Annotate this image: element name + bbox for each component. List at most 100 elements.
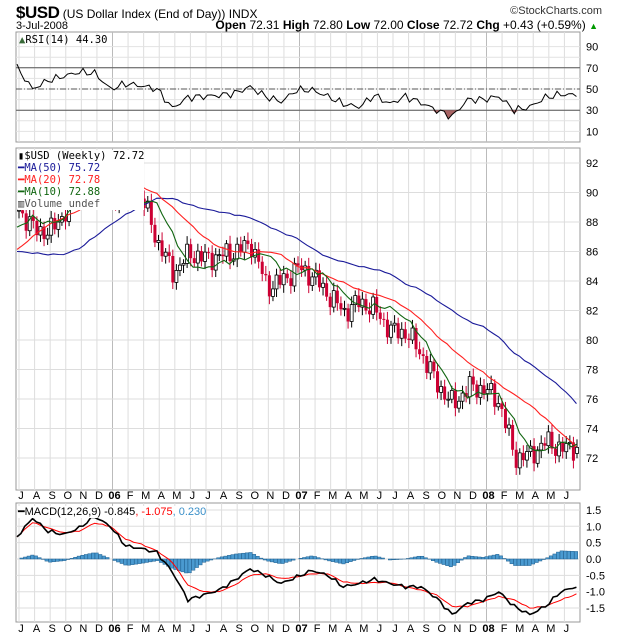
macd-histogram-bar <box>545 557 550 560</box>
macd-histogram-bar <box>184 558 189 574</box>
month-label: M <box>359 490 368 502</box>
macd-histogram-bar <box>448 558 453 568</box>
macd-histogram-bar <box>209 558 214 561</box>
month-label: S <box>422 490 429 502</box>
candle-body <box>418 349 422 355</box>
candle-body <box>17 209 21 212</box>
macd-histogram-bar <box>456 558 460 564</box>
month-label: A <box>345 623 353 635</box>
macd-histogram-bar <box>302 557 307 560</box>
candle-body <box>475 384 479 398</box>
candle-body <box>171 255 175 283</box>
candle-body <box>153 224 157 243</box>
macd-histogram-bar <box>148 558 153 563</box>
macd-swatch: ━ <box>18 506 25 518</box>
month-label: 08 <box>482 490 494 502</box>
macd-histogram-bar <box>438 558 443 564</box>
price-tick-label: 92 <box>586 158 598 170</box>
month-label: N <box>266 623 274 635</box>
macd-histogram-bar <box>373 555 378 560</box>
candle-body <box>539 442 544 451</box>
month-label: D <box>282 490 290 502</box>
rsi-oversold-fill <box>17 110 577 120</box>
macd-histogram-bar <box>527 558 532 566</box>
month-label: M <box>141 490 150 502</box>
macd-histogram-bar <box>516 558 521 566</box>
candle-body <box>281 273 286 286</box>
month-label: A <box>407 490 415 502</box>
macd-histogram-bar <box>137 558 142 564</box>
candle-body <box>163 251 168 257</box>
macd-histogram-bar <box>180 558 185 573</box>
macd-histogram-bar <box>87 553 92 560</box>
candle-body <box>199 251 203 262</box>
candle-body <box>242 240 247 253</box>
price-tick-label: 74 <box>586 424 598 436</box>
candle-body <box>525 451 529 461</box>
candle-body <box>399 328 404 339</box>
month-label: A <box>220 623 228 635</box>
panel-frame <box>15 31 581 143</box>
month-label: M <box>172 490 181 502</box>
month-label: D <box>469 490 477 502</box>
candle-body <box>307 265 311 286</box>
candle-body <box>571 442 575 461</box>
macd-histogram-bar <box>219 556 224 560</box>
month-label: M <box>328 623 337 635</box>
candle-body <box>428 361 433 374</box>
candle-body <box>49 217 54 236</box>
macd-histogram-bar <box>51 558 56 563</box>
month-label: M <box>172 623 181 635</box>
macd-histogram-bar <box>470 555 475 560</box>
candle-body <box>271 288 275 297</box>
candle-body <box>349 304 354 322</box>
month-label: 08 <box>482 623 494 635</box>
candle-body <box>42 226 46 239</box>
macd-histogram-bar <box>91 552 96 560</box>
macd-histogram-bar <box>484 556 489 560</box>
candle-body <box>449 390 454 400</box>
month-label: J <box>377 490 383 502</box>
candle-body <box>156 240 161 243</box>
macd-histogram-bar <box>405 558 410 560</box>
chart-title: $USD (US Dollar Index (End of Day)) INDX <box>16 3 257 23</box>
month-label: S <box>48 490 55 502</box>
high-value: 72.80 <box>312 18 343 32</box>
candle-body <box>364 299 368 311</box>
macd-histogram-bar <box>316 557 321 560</box>
macd-histogram-bar <box>26 555 31 560</box>
candle-body <box>360 298 365 308</box>
macd-histogram-bar <box>423 557 428 560</box>
month-label: 07 <box>295 623 307 635</box>
macd-histogram-bar <box>216 557 221 560</box>
macd-histogram-bar <box>130 558 135 565</box>
rsi-line <box>16 63 577 120</box>
macd-histogram-bar <box>69 558 74 560</box>
candle-body <box>253 248 257 258</box>
change-label: Chg <box>476 18 500 32</box>
candle-body <box>500 403 504 409</box>
month-label: S <box>422 623 429 635</box>
month-label: D <box>469 623 477 635</box>
candle-body <box>213 254 218 271</box>
copyright: ©StockCharts.com <box>510 5 602 17</box>
macd-histogram-bar <box>287 558 292 562</box>
quote-date: 3-Jul-2008 <box>16 20 68 32</box>
candle-body <box>396 323 400 339</box>
macd-histogram-bar <box>477 556 482 560</box>
candle-body <box>321 282 325 288</box>
candle-body <box>443 386 447 400</box>
macd-histogram-bar <box>252 554 257 560</box>
macd-histogram-bar <box>30 554 35 560</box>
candle-body <box>489 383 494 390</box>
macd-histogram-bar <box>370 555 375 560</box>
macd-line <box>16 516 577 616</box>
rsi-tick-label: 50 <box>586 84 598 96</box>
open-value: 72.31 <box>249 18 280 32</box>
price-tick-label: 72 <box>586 453 598 465</box>
macd-histogram-bar <box>445 558 450 566</box>
month-label: A <box>407 623 415 635</box>
candle-body <box>532 446 536 464</box>
close-label: Close <box>406 18 440 32</box>
macd-histogram-bar <box>420 555 425 560</box>
